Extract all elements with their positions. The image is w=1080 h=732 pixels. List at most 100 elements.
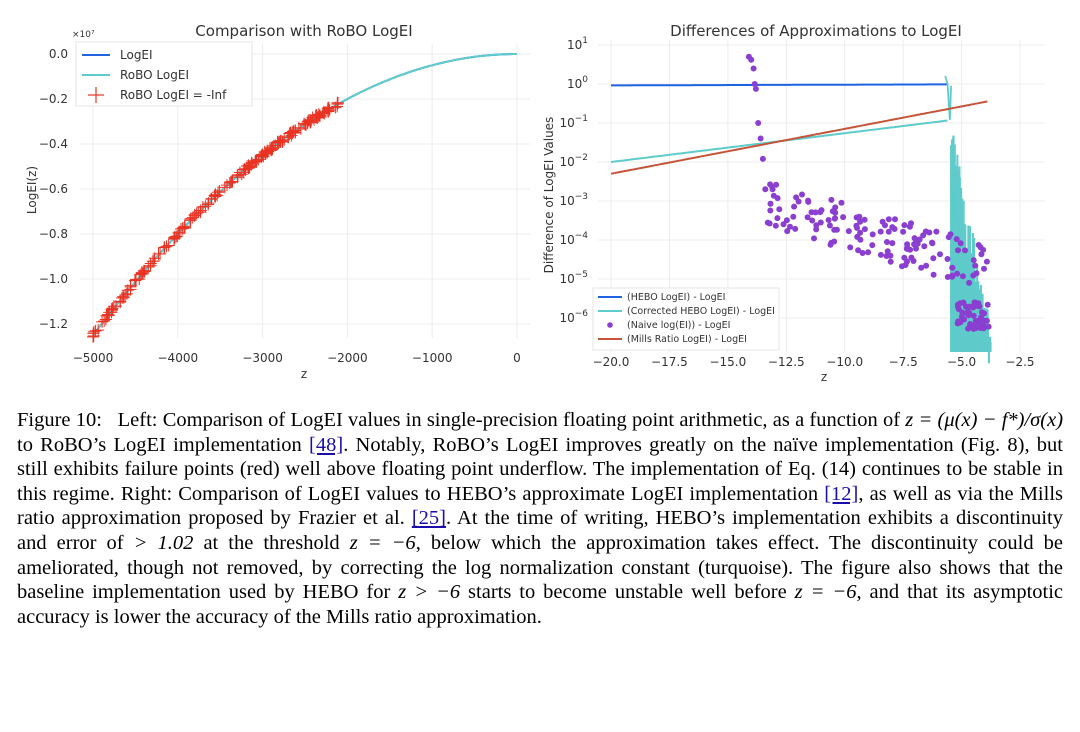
legend-logei-label: LogEI: [120, 48, 153, 62]
right-naive-point: [755, 120, 762, 126]
left-robo-inf-marker: [220, 179, 233, 192]
right-naive-point: [813, 226, 820, 233]
right-naive-point: [787, 223, 793, 230]
right-x-tick: −12.5: [768, 355, 805, 369]
left-robo-inf-marker: [218, 181, 231, 194]
right-naive-point: [812, 209, 819, 216]
right-x-tick: −5.0: [947, 355, 976, 369]
left-robo-inf-marker: [117, 291, 130, 304]
left-x-tick: −3000: [242, 351, 283, 365]
right-naive-point: [970, 312, 977, 319]
legend-robo-label: RoBO LogEI: [120, 68, 189, 82]
left-x-tick: −2000: [327, 351, 368, 365]
right-naive-point: [859, 250, 866, 256]
left-robo-inf-marker: [96, 315, 109, 328]
legend-mills-label: (Mills Ratio LogEI) - LogEI: [627, 334, 747, 345]
legend-corrected-label: (Corrected HEBO LogEI) - LogEI: [627, 306, 775, 317]
right-naive-point: [827, 241, 834, 248]
right-naive-point: [833, 226, 840, 233]
right-naive-point: [817, 219, 824, 226]
caption-math-threshold: z = −6: [349, 531, 416, 554]
right-naive-point: [774, 195, 781, 202]
left-robo-inf-marker: [103, 306, 116, 319]
left-robo-inf-marker: [89, 324, 102, 337]
right-naive-point: [911, 241, 918, 248]
left-x-tick: −4000: [158, 351, 199, 365]
right-naive-point: [828, 196, 835, 203]
right-naive-point: [826, 222, 833, 229]
left-x-tick: 0: [513, 351, 521, 365]
legend-naive-swatch: [607, 322, 613, 328]
caption-ref-12[interactable]: [12]: [824, 482, 859, 505]
right-naive-point: [977, 244, 984, 251]
caption-text-1: Left: Comparison of LogEI values in sing…: [117, 409, 901, 431]
right-naive-point: [911, 235, 918, 242]
caption-math-z: z = (μ(x) − f*)/σ(x): [905, 409, 1064, 431]
right-naive-point: [954, 270, 961, 277]
caption-text-2: to RoBO’s LogEI implementation: [17, 433, 302, 456]
right-chart-title: Differences of Approximations to LogEI: [670, 22, 962, 40]
right-naive-point: [809, 217, 816, 224]
left-robo-inf-marker: [160, 240, 173, 253]
left-robo-inf-marker: [170, 230, 183, 243]
right-naive-point: [869, 242, 876, 249]
right-x-label: z: [821, 370, 827, 384]
right-naive-point: [983, 258, 990, 265]
left-robo-inf-marker: [129, 274, 142, 287]
right-naive-point: [929, 239, 935, 246]
caption-math-threshold-2: z = −6: [794, 581, 857, 604]
right-series-mills-line: [610, 100, 988, 175]
caption-text-4: , as well as via the Mills ratio approxi…: [17, 482, 1063, 530]
right-y-tick: 101: [567, 36, 588, 52]
right-naive-point: [960, 299, 967, 306]
right-naive-point: [865, 249, 872, 256]
right-naive-point: [759, 155, 766, 162]
right-y-tick: 10−6: [559, 309, 588, 325]
right-naive-point: [978, 251, 985, 258]
right-x-tick: −7.5: [889, 355, 918, 369]
right-naive-point: [980, 325, 987, 332]
left-robo-inf-marker: [162, 239, 175, 252]
left-robo-inf-marker: [231, 171, 244, 184]
right-naive-point: [959, 273, 966, 280]
right-naive-point: [981, 265, 987, 272]
right-naive-point: [845, 228, 852, 235]
right-naive-point: [791, 203, 798, 210]
right-y-tick: 10−5: [559, 270, 588, 286]
left-y-tick: −0.2: [39, 92, 68, 106]
right-naive-point: [887, 252, 894, 259]
right-naive-point: [767, 181, 774, 188]
left-robo-inf-marker: [246, 157, 259, 170]
right-naive-point: [933, 228, 940, 235]
left-series: [87, 53, 517, 343]
left-robo-inf-marker: [300, 118, 313, 131]
right-naive-point: [904, 244, 911, 251]
left-robo-inf-marker: [331, 96, 344, 109]
left-robo-inf-marker: [289, 124, 302, 137]
left-robo-inf-marker: [237, 166, 250, 179]
right-naive-point: [776, 206, 783, 213]
right-y-tick: 10−2: [559, 153, 588, 169]
caption-ref-25[interactable]: [25]: [411, 507, 446, 530]
right-naive-point: [944, 256, 951, 262]
right-naive-point: [805, 197, 812, 204]
right-naive-point: [979, 309, 985, 316]
right-legend: (HEBO LogEI) - LogEI (Corrected HEBO Log…: [592, 287, 780, 351]
caption-math-gt: z > −6: [398, 581, 461, 604]
right-naive-point: [774, 215, 781, 222]
caption-text-8: starts to become unstable well before: [468, 581, 787, 604]
right-naive-point: [869, 231, 876, 238]
right-naive-point: [904, 258, 910, 265]
left-robo-inf-marker: [100, 309, 113, 322]
right-x-tick: −20.0: [593, 355, 630, 369]
left-scale-label: ×10⁷: [72, 30, 95, 40]
caption-ref-48[interactable]: [48]: [309, 433, 344, 456]
right-naive-point: [945, 234, 952, 241]
right-naive-point: [855, 247, 862, 254]
right-naive-point: [854, 224, 860, 231]
right-naive-point: [825, 217, 832, 223]
right-naive-point: [780, 221, 787, 228]
right-naive-point: [784, 228, 791, 235]
right-y-tick: 100: [567, 75, 588, 91]
caption-text-7: , below which the approximation takes ef…: [17, 531, 1063, 604]
